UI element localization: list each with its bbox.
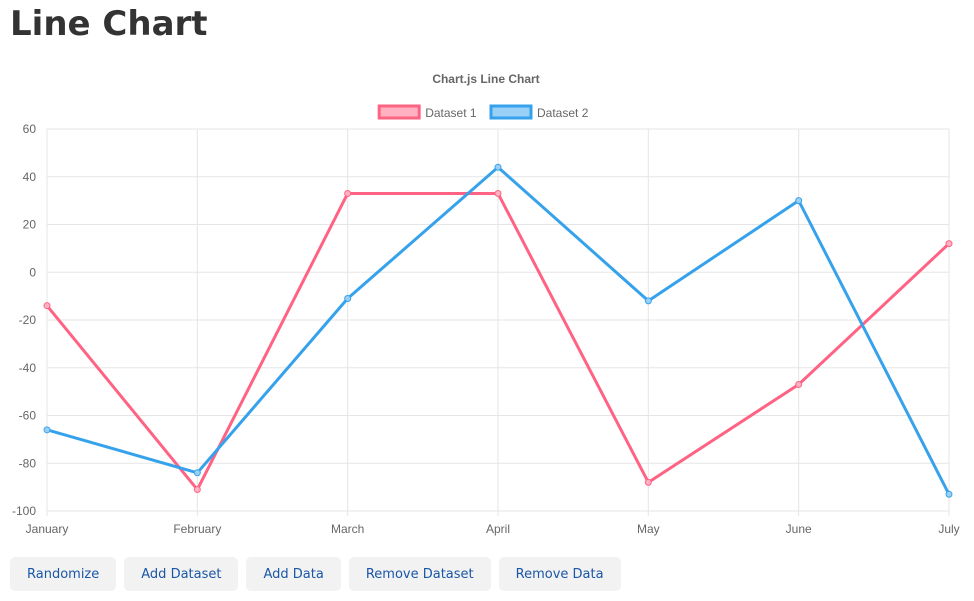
data-point[interactable] bbox=[344, 189, 352, 197]
x-tick-label: February bbox=[173, 522, 221, 536]
add-dataset-button[interactable]: Add Dataset bbox=[124, 557, 239, 591]
legend-label: Dataset 2 bbox=[537, 106, 589, 120]
y-tick-label: 20 bbox=[23, 218, 37, 232]
data-point[interactable] bbox=[644, 297, 652, 305]
randomize-button[interactable]: Randomize bbox=[10, 557, 117, 591]
y-tick-label: 40 bbox=[23, 170, 37, 184]
data-point[interactable] bbox=[795, 380, 803, 388]
y-tick-label: -60 bbox=[19, 409, 37, 423]
data-point[interactable] bbox=[193, 469, 201, 477]
series-2 bbox=[43, 163, 953, 498]
remove-data-button[interactable]: Remove Data bbox=[498, 557, 621, 591]
data-point[interactable] bbox=[193, 486, 201, 494]
page-title: Line Chart bbox=[10, 4, 208, 44]
chart-title: Chart.js Line Chart bbox=[432, 72, 539, 86]
x-tick-label: June bbox=[786, 522, 812, 536]
x-axis: January February March April May June July bbox=[26, 522, 960, 536]
series-1 bbox=[43, 189, 953, 494]
legend-label: Dataset 1 bbox=[425, 106, 477, 120]
y-tick-label: -20 bbox=[19, 313, 37, 327]
data-point[interactable] bbox=[494, 163, 502, 171]
x-tick-label: May bbox=[637, 522, 660, 536]
x-tick-label: March bbox=[331, 522, 364, 536]
chart-legend: Dataset 1 Dataset 2 bbox=[377, 104, 589, 120]
add-data-button[interactable]: Add Data bbox=[246, 557, 341, 591]
data-point[interactable] bbox=[945, 240, 953, 248]
chart-toolbar: Randomize Add Dataset Add Data Remove Da… bbox=[10, 557, 621, 591]
data-point[interactable] bbox=[644, 478, 652, 486]
legend-item[interactable]: Dataset 2 bbox=[489, 104, 589, 120]
legend-swatch bbox=[489, 104, 533, 120]
y-axis: 60 40 20 0 -20 -40 -60 -80 -100 bbox=[12, 122, 36, 518]
data-point[interactable] bbox=[344, 295, 352, 303]
line-chart: Chart.js Line Chart Dataset 1 Dataset 2 6… bbox=[12, 72, 960, 536]
remove-dataset-button[interactable]: Remove Dataset bbox=[348, 557, 491, 591]
y-tick-label: -80 bbox=[19, 456, 37, 470]
x-tick-label: July bbox=[938, 522, 959, 536]
y-tick-label: -40 bbox=[19, 361, 37, 375]
data-point[interactable] bbox=[43, 302, 51, 310]
legend-swatch bbox=[377, 104, 421, 120]
data-point[interactable] bbox=[43, 426, 51, 434]
data-point[interactable] bbox=[945, 490, 953, 498]
x-tick-label: January bbox=[26, 522, 69, 536]
chart-grid bbox=[46, 128, 950, 516]
x-tick-label: April bbox=[486, 522, 510, 536]
data-point[interactable] bbox=[795, 197, 803, 205]
chart-series bbox=[43, 163, 953, 498]
data-point[interactable] bbox=[494, 189, 502, 197]
legend-item[interactable]: Dataset 1 bbox=[377, 104, 477, 120]
y-tick-label: 0 bbox=[29, 265, 36, 279]
y-tick-label: 60 bbox=[23, 122, 37, 136]
y-tick-label: -100 bbox=[12, 504, 36, 518]
